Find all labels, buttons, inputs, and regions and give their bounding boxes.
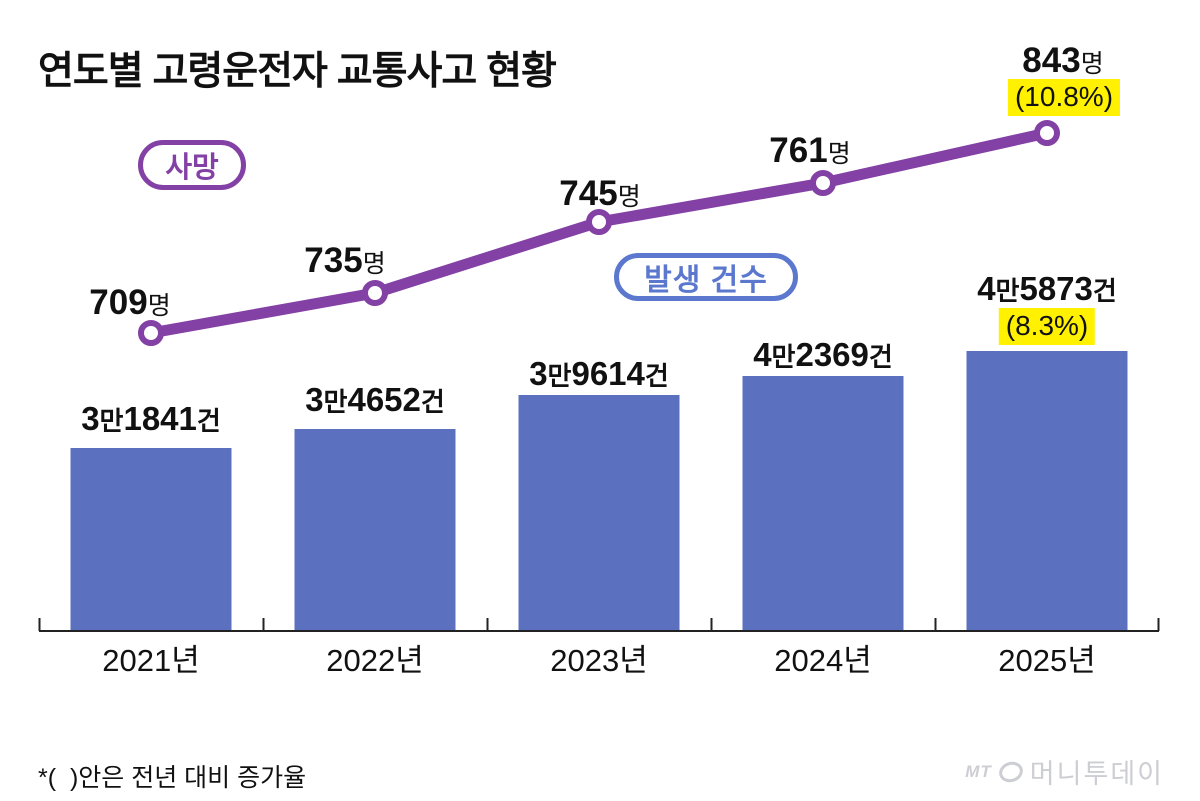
moneytoday-logo-icon — [996, 758, 1026, 785]
bar-2025년 — [966, 351, 1128, 631]
bar-2021년 — [70, 448, 232, 631]
legend-incidents-label: 발생 건수 — [644, 264, 768, 297]
deaths-point-2022년 — [362, 280, 388, 306]
footnote-growth-rate: *( )안은 전년 대비 증가율 — [38, 764, 307, 792]
mt-logo-text: MT — [965, 761, 992, 781]
bar-2024년 — [742, 376, 904, 631]
footnotes: *( )안은 전년 대비 증가율 *자료: 경찰청·한국도로교통공단 — [38, 691, 369, 801]
incidents-change-highlight: (8.3%) — [998, 308, 1096, 345]
publisher-name: 머니투데이 — [1029, 759, 1164, 789]
legend-deaths-badge: 사망 — [138, 140, 246, 190]
bar-2023년 — [518, 395, 680, 631]
deaths-point-2023년 — [586, 209, 612, 235]
legend-incidents-badge: 발생 건수 — [614, 253, 798, 301]
page-title: 연도별 고령운전자 교통사고 현황 — [38, 50, 557, 93]
deaths-point-2024년 — [810, 170, 836, 196]
bar-2022년 — [294, 429, 456, 631]
publisher-watermark: MT 머니투데이 — [965, 752, 1164, 791]
deaths-point-2025년 — [1034, 120, 1060, 146]
deaths-change-highlight: (10.8%) — [1007, 79, 1121, 116]
deaths-point-2021년 — [138, 320, 164, 346]
legend-deaths-label: 사망 — [165, 152, 219, 184]
